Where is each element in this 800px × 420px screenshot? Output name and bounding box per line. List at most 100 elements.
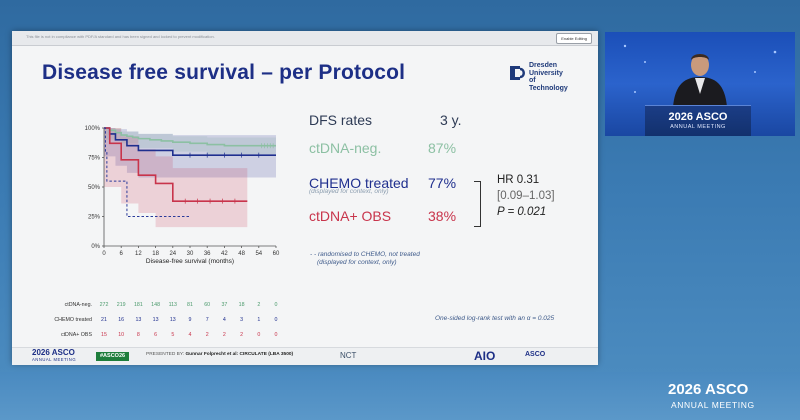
ci-band-2 bbox=[104, 128, 248, 228]
randomised-footnote-context: (displayed for context, only) bbox=[317, 259, 397, 266]
footer-nct-logo: NCT bbox=[340, 351, 357, 360]
dresden-mark-icon bbox=[510, 66, 525, 80]
asco-watermark: 2026 ASCO bbox=[668, 381, 749, 398]
risk-cell: 37 bbox=[221, 302, 228, 308]
x-tick-label-4: 24 bbox=[169, 251, 176, 257]
series-line-3 bbox=[104, 127, 190, 217]
presentation-slide: This file is not in compliance with PDF/… bbox=[12, 31, 598, 365]
hazard-ratio-ci: [0.09–1.03] bbox=[497, 190, 555, 202]
p-value: P = 0.021 bbox=[497, 206, 547, 218]
asco-watermark-subtitle: ANNUAL MEETING bbox=[671, 400, 755, 410]
risk-row: ctDNA+ OBS 15 10 8 6 5 4 2 2 2 0 0 bbox=[26, 332, 298, 340]
risk-cell: 9 bbox=[188, 317, 192, 323]
comparison-bracket bbox=[474, 181, 481, 227]
risk-cell: 16 bbox=[118, 317, 125, 323]
footer-asco-society-logo: ASCO bbox=[525, 351, 546, 358]
series-line-0 bbox=[104, 127, 276, 147]
enable-editing-button[interactable]: Enable Editing bbox=[556, 33, 592, 44]
footer-hashtag: #ASCO26 bbox=[96, 352, 130, 361]
footer-asco-logo: 2026 ASCO bbox=[32, 348, 75, 357]
risk-cell: 6 bbox=[154, 332, 158, 338]
risk-cell: 0 bbox=[274, 302, 278, 308]
row-value-ctdna-neg: 87% bbox=[428, 140, 457, 156]
speaker-video-inset: 2026 ASCO ANNUAL MEETING bbox=[605, 32, 795, 136]
risk-cell: 2 bbox=[205, 332, 209, 338]
row-label-ctdna-neg: ctDNA-neg. bbox=[309, 140, 382, 156]
x-tick-label-5: 30 bbox=[187, 251, 194, 257]
logo-line-2: University bbox=[529, 69, 563, 77]
document-notice-bar: This file is not in compliance with PDF/… bbox=[12, 31, 598, 46]
risk-cell: 0 bbox=[274, 317, 278, 323]
speaker-podium: 2026 ASCO ANNUAL MEETING bbox=[645, 105, 751, 136]
risk-cell: 15 bbox=[101, 332, 107, 338]
dresden-logo: Dresden University of Technology bbox=[507, 61, 577, 92]
x-tick-label-6: 36 bbox=[204, 251, 211, 257]
risk-cell: 3 bbox=[240, 317, 244, 323]
risk-cell: 13 bbox=[135, 317, 142, 323]
risk-cell: 181 bbox=[133, 302, 143, 308]
x-tick-label-9: 54 bbox=[255, 251, 262, 257]
dfs-rates-header: DFS rates bbox=[309, 112, 373, 128]
y-tick-label-2: 50% bbox=[88, 185, 101, 191]
x-axis-label: Disease-free survival (months) bbox=[146, 258, 234, 265]
risk-cell: 0 bbox=[257, 332, 261, 338]
risk-cell: 0 bbox=[274, 332, 278, 338]
x-tick-label-1: 6 bbox=[120, 251, 124, 257]
x-tick-label-2: 12 bbox=[135, 251, 142, 257]
x-tick-label-10: 60 bbox=[273, 251, 280, 257]
speaker-figure bbox=[623, 44, 777, 107]
risk-cell: 7 bbox=[205, 317, 209, 323]
y-tick-label-1: 25% bbox=[88, 215, 101, 221]
risk-cell: 18 bbox=[238, 302, 245, 308]
risk-row-label: ctDNA+ OBS bbox=[60, 332, 92, 338]
podium-logo: 2026 ASCO bbox=[668, 111, 728, 123]
risk-cell: 148 bbox=[151, 302, 161, 308]
dfs-horizon-header: 3 y. bbox=[440, 112, 462, 128]
risk-cell: 81 bbox=[187, 302, 193, 308]
risk-cell: 2 bbox=[222, 332, 226, 338]
stage-floor bbox=[0, 372, 800, 420]
slide-footer: 2026 ASCO ANNUAL MEETING #ASCO26 PRESENT… bbox=[12, 347, 598, 365]
footer-aio-logo: AIO bbox=[474, 349, 496, 363]
row-label-chemo-treated: CHEMO treated bbox=[309, 175, 409, 191]
row-value-ctdna-pos-obs: 38% bbox=[428, 208, 457, 224]
risk-row-label: ctDNA-neg. bbox=[64, 302, 92, 308]
logrank-footnote: One-sided log-rank test with an α = 0.02… bbox=[435, 315, 555, 322]
risk-cell: 8 bbox=[136, 332, 140, 338]
risk-cell: 21 bbox=[101, 317, 107, 323]
risk-row-label: CHEMO treated bbox=[54, 317, 92, 323]
row-label-ctdna-pos-obs: ctDNA+ OBS bbox=[309, 208, 392, 224]
row-subtitle-ctdna-neg: (displayed for context, only) bbox=[309, 188, 389, 195]
risk-cell: 13 bbox=[169, 317, 176, 323]
x-tick-label-0: 0 bbox=[102, 251, 106, 257]
dresden-logo-text: Dresden University of Technology bbox=[529, 62, 568, 92]
logo-line-1: Dresden bbox=[529, 62, 558, 69]
slide-title: Disease free survival – per Protocol bbox=[42, 61, 406, 84]
x-tick-label-3: 18 bbox=[152, 251, 159, 257]
risk-cell: 272 bbox=[99, 302, 109, 308]
ci-band-0 bbox=[104, 128, 276, 154]
x-tick-label-8: 48 bbox=[238, 251, 245, 257]
y-tick-label-3: 75% bbox=[88, 156, 101, 162]
risk-cell: 10 bbox=[118, 332, 125, 338]
x-tick-label-7: 42 bbox=[221, 251, 228, 257]
risk-cell: 60 bbox=[204, 302, 211, 308]
risk-cell: 4 bbox=[222, 317, 226, 323]
risk-row: ctDNA-neg. 272 219 181 148 113 81 60 37 18 2 0 bbox=[26, 302, 298, 310]
y-tick-label-4: 100% bbox=[85, 126, 101, 132]
risk-row: CHEMO treated 21 16 13 13 13 9 7 4 3 1 0 bbox=[26, 317, 298, 325]
footer-presenter: PRESENTED BY: Gunnar Folprecht et al: CI… bbox=[146, 352, 294, 357]
risk-cell: 2 bbox=[240, 332, 244, 338]
km-survival-chart: 0% 25% 50% 75% 100% 0 6 12 18 24 30 36 42 48 54 60 Disea… bbox=[85, 126, 280, 265]
logo-line-3: of bbox=[529, 77, 536, 84]
randomised-footnote: - - randomised to CHEMO, not treated bbox=[310, 251, 420, 258]
y-tick-label-0: 0% bbox=[91, 244, 100, 250]
series-line-2 bbox=[104, 127, 248, 202]
footer-asco-sub: ANNUAL MEETING bbox=[32, 357, 77, 362]
risk-cell: 113 bbox=[168, 302, 178, 308]
hazard-ratio: HR 0.31 bbox=[497, 174, 540, 186]
risk-cell: 4 bbox=[188, 332, 192, 338]
risk-cell: 13 bbox=[152, 317, 159, 323]
risk-cell: 5 bbox=[171, 332, 175, 338]
row-value-chemo-treated: 77% bbox=[428, 175, 457, 191]
